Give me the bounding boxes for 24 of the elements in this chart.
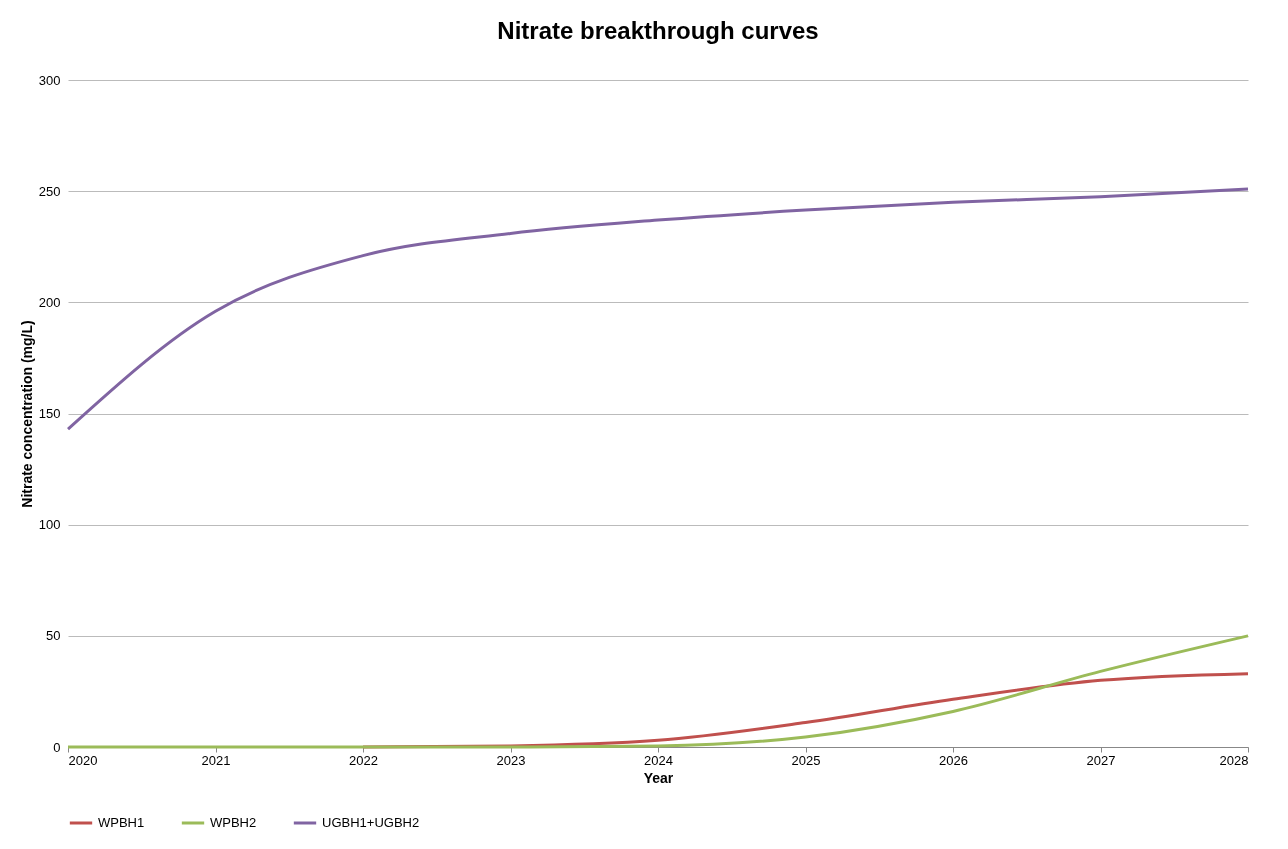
chart-title: Nitrate breakthrough curves [497, 17, 819, 44]
x-tick-label: 2028 [1219, 752, 1249, 768]
x-tick-label: 2025 [791, 752, 821, 768]
y-axis-title: Nitrate concentration (mg/L) [18, 320, 35, 508]
x-tick-label: 2022 [349, 752, 378, 768]
x-tick-label: 2023 [496, 752, 526, 768]
line-series [66, 634, 1250, 749]
y-tick-label: 250 [38, 183, 61, 199]
x-axis-title: Year [643, 769, 674, 786]
legend-label: WPBH2 [210, 815, 257, 830]
line-series [66, 187, 1250, 431]
x-tick-label: 2024 [644, 752, 673, 768]
y-tick-label: 50 [46, 628, 61, 644]
legend-label: WPBH1 [98, 815, 145, 830]
x-tick-label: 2020 [68, 752, 98, 768]
y-tick-label: 100 [38, 517, 61, 533]
legend-label: UGBH1+UGBH2 [322, 815, 420, 830]
y-tick-label: 150 [38, 406, 61, 421]
x-tick-label: 2026 [939, 752, 968, 768]
x-tick-label: 2021 [201, 752, 231, 768]
y-tick-label: 200 [38, 294, 61, 310]
x-tick-label: 2027 [1086, 752, 1116, 768]
y-tick-label: 300 [38, 72, 61, 88]
y-tick-label: 0 [53, 739, 61, 755]
